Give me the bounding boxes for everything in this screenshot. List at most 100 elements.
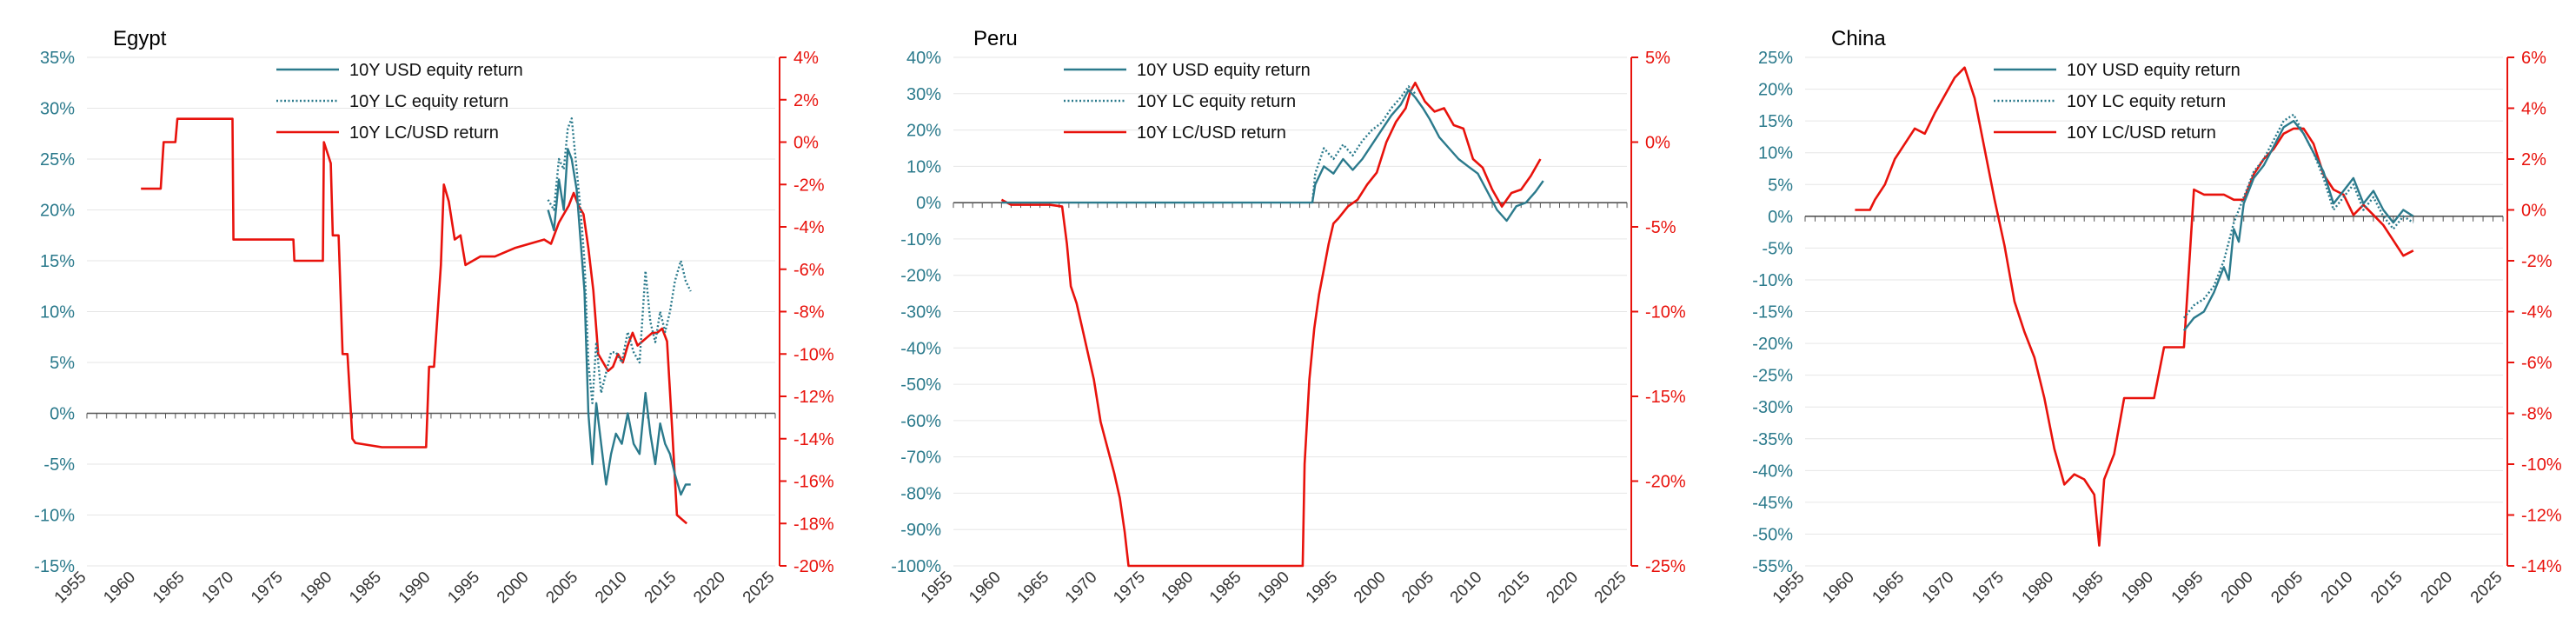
chart-title: Peru: [973, 27, 1018, 50]
left-axis-tick-label: 0%: [916, 194, 941, 213]
left-axis-tick-label: -80%: [900, 484, 941, 503]
right-axis-tick-label: -14%: [2521, 557, 2562, 576]
x-axis-tick-label: 1965: [149, 568, 189, 608]
left-axis-tick-label: -55%: [1752, 557, 1793, 576]
chart-panel-egypt: Egypt 35% 30% 25% 20% 15% 10% 5% 0% -5% -10% -15% 4%…: [34, 27, 834, 607]
x-axis-tick-label: 2005: [2267, 568, 2307, 608]
x-axis-tick-label: 1960: [1819, 568, 1858, 608]
left-axis-tick-label: 40%: [906, 49, 941, 68]
left-axis-tick-label: 25%: [1758, 49, 1793, 68]
left-axis-tick-label: 5%: [50, 354, 75, 373]
right-axis-tick-label: -12%: [793, 388, 834, 407]
right-axis-tick-label: -10%: [793, 345, 834, 364]
left-axis-tick-label: -40%: [1752, 462, 1793, 481]
left-axis-tick-label: 20%: [40, 202, 75, 221]
x-axis-tick-label: 1960: [966, 568, 1005, 608]
left-axis-tick-label: -50%: [1752, 525, 1793, 544]
series-line-10y-usd-equity-return: [2182, 119, 2414, 332]
right-axis-tick-label: -5%: [1645, 218, 1676, 237]
series-line-10y-lc-equity-return: [547, 117, 692, 404]
x-axis-tick-label: 2025: [740, 568, 779, 608]
chart-panel-peru: Peru 40% 30% 20% 10% 0% -10% -20% -30% -40% -50% -6…: [891, 27, 1686, 607]
right-axis-tick-label: -16%: [793, 473, 834, 492]
left-axis-tick-label: 10%: [40, 303, 75, 322]
legend-label: 10Y LC/USD return: [2067, 123, 2216, 143]
right-axis-tick-label: 5%: [1645, 49, 1670, 68]
left-axis-tick-label: -70%: [900, 449, 941, 468]
legend-label: 10Y LC/USD return: [1137, 123, 1286, 143]
left-axis-tick-label: -15%: [1752, 303, 1793, 322]
x-axis-tick-label: 1975: [1110, 568, 1149, 608]
legend-label: 10Y USD equity return: [1137, 61, 1311, 80]
right-axis-tick-label: -6%: [2521, 354, 2553, 373]
x-axis-tick-label: 2010: [2318, 568, 2357, 608]
right-axis-tick-label: 6%: [2521, 49, 2546, 68]
right-axis-tick-label: 2%: [793, 91, 819, 110]
x-axis-tick-label: 1960: [100, 568, 139, 608]
x-axis-tick-label: 1965: [1014, 568, 1053, 608]
x-axis-tick-label: 1995: [1303, 568, 1342, 608]
x-axis-tick-label: 1970: [1062, 568, 1101, 608]
x-axis-tick-label: 2020: [1543, 568, 1582, 608]
x-axis-tick-label: 1970: [199, 568, 238, 608]
left-axis-tick-label: -10%: [1752, 271, 1793, 290]
left-axis-tick-label: -90%: [900, 521, 941, 540]
x-axis-tick-label: 1970: [1919, 568, 1958, 608]
right-axis-tick-label: -14%: [793, 430, 834, 449]
left-axis-tick-label: -10%: [34, 507, 75, 526]
left-axis-tick-label: 20%: [1758, 81, 1793, 100]
legend-label: 10Y USD equity return: [349, 61, 523, 80]
x-axis-tick-label: 2010: [592, 568, 631, 608]
right-axis-tick-label: -4%: [793, 218, 825, 237]
legend-label: 10Y USD equity return: [2067, 61, 2241, 80]
x-axis-tick-label: 1990: [2118, 568, 2157, 608]
x-axis-tick-label: 2015: [2367, 568, 2407, 608]
x-axis-tick-label: 1980: [1159, 568, 1198, 608]
x-axis-tick-label: 1985: [2068, 568, 2108, 608]
left-axis-tick-label: 15%: [1758, 112, 1793, 131]
legend-label: 10Y LC/USD return: [349, 123, 499, 143]
series-line-10y-lc-usd-return: [141, 117, 688, 525]
left-axis-tick-label: -30%: [900, 303, 941, 322]
x-axis-tick-label: 1975: [248, 568, 287, 608]
series-line-10y-usd-equity-return: [1001, 89, 1544, 223]
x-axis-tick-label: 1965: [1869, 568, 1909, 608]
right-axis-tick-label: -2%: [793, 176, 825, 195]
left-axis-tick-label: 5%: [1768, 176, 1793, 195]
legend-label: 10Y LC equity return: [1137, 92, 1296, 111]
series-line-10y-lc-usd-return: [1000, 82, 1542, 568]
right-axis-tick-label: 4%: [793, 49, 819, 68]
left-axis-tick-label: -50%: [900, 375, 941, 395]
x-axis-tick-label: 1980: [2019, 568, 2058, 608]
x-axis-tick-label: 2025: [1591, 568, 1630, 608]
right-axis-tick-label: -20%: [1645, 473, 1686, 492]
left-axis-tick-label: -20%: [1752, 335, 1793, 354]
right-axis-tick-label: 2%: [2521, 150, 2546, 169]
left-axis-tick-label: -100%: [891, 557, 941, 576]
series-line-10y-lc-equity-return: [1311, 85, 1417, 203]
x-axis-tick-label: 2025: [2467, 568, 2506, 608]
left-axis-tick-label: -60%: [900, 412, 941, 431]
right-axis-tick-label: -8%: [793, 303, 825, 322]
left-axis-tick-label: -10%: [900, 230, 941, 249]
right-axis-tick-label: -2%: [2521, 252, 2553, 271]
right-axis-tick-label: 4%: [2521, 100, 2546, 119]
x-axis-tick-label: 2015: [641, 568, 681, 608]
right-axis-tick-label: -20%: [793, 557, 834, 576]
right-axis-tick-label: 0%: [793, 134, 819, 153]
x-axis-tick-label: 2020: [690, 568, 729, 608]
left-axis-tick-label: -30%: [1752, 398, 1793, 417]
legend-label: 10Y LC equity return: [349, 92, 508, 111]
right-axis-tick-label: -10%: [2521, 455, 2562, 475]
left-axis-tick-label: 15%: [40, 252, 75, 271]
left-axis-tick-label: 10%: [1758, 144, 1793, 163]
x-axis-tick-label: 2015: [1495, 568, 1534, 608]
left-axis-tick-label: -15%: [34, 557, 75, 576]
right-axis-tick-label: -18%: [793, 515, 834, 534]
series-line-10y-usd-equity-return: [547, 148, 691, 496]
right-axis-tick-label: -12%: [2521, 507, 2562, 526]
left-axis-tick-label: -5%: [1762, 239, 1793, 258]
chart-title: Egypt: [113, 27, 167, 50]
left-axis-tick-label: 10%: [906, 157, 941, 176]
right-axis-tick-label: -8%: [2521, 405, 2553, 424]
